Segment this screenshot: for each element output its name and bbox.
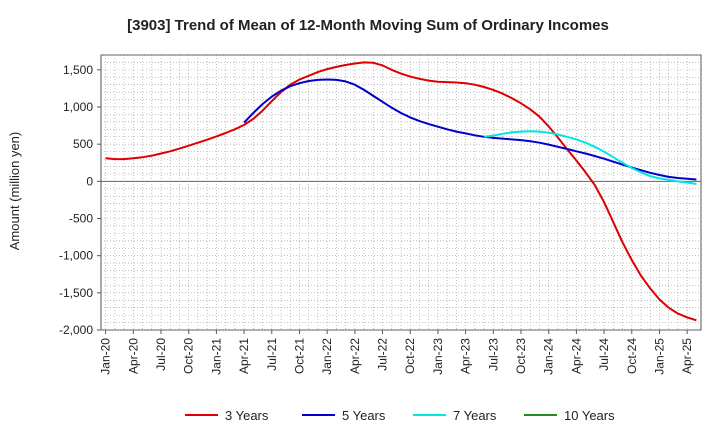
y-tick-label: -500 [69,212,93,226]
y-axis-label: Amount (million yen) [7,132,22,251]
x-tick-labels: Jan-20 Apr-20 Jul-20 Oct-20 Jan-21 Apr-21 Jul-… [99,330,694,375]
x-tick-label: Apr-23 [459,338,473,374]
legend-label: 7 Years [453,408,497,423]
x-tick-label: Jul-21 [265,338,279,371]
series-line-7-years [483,130,697,185]
x-tick-label: Jul-24 [597,338,611,371]
plot-area [100,54,702,331]
x-tick-label: Apr-20 [126,338,140,374]
x-tick-label: Apr-24 [569,338,583,374]
y-tick-label: 1,500 [63,63,93,77]
x-tick-label: Jan-25 [652,338,666,375]
y-tick-label: 500 [73,137,93,151]
x-tick-label: Jan-20 [99,338,113,375]
x-tick-label: Oct-24 [625,338,639,374]
x-tick-label: Apr-22 [348,338,362,374]
legend-label: 10 Years [564,408,615,423]
x-tick-label: Apr-21 [237,338,251,374]
legend-label: 5 Years [342,408,386,423]
x-tick-label: Jan-24 [542,338,556,375]
y-tick-label: -1,000 [59,249,93,263]
x-tick-label: Oct-23 [514,338,528,374]
y-tick-label: -1,500 [59,286,93,300]
x-tick-label: Oct-22 [403,338,417,374]
x-tick-label: Jan-22 [320,338,334,375]
y-tick-labels: 1,500 1,000 500 0 -500 -1,000 -1,500 -2,000 [59,63,101,337]
series-line-5-years [243,78,697,181]
x-tick-label: Apr-25 [680,338,694,374]
x-tick-label: Oct-21 [292,338,306,374]
x-tick-label: Jul-23 [486,338,500,371]
chart-title: [3903] Trend of Mean of 12-Month Moving … [127,17,609,34]
series-line-3-years [105,61,697,322]
series-lines [105,61,697,322]
x-tick-label: Jan-21 [209,338,223,375]
x-tick-label: Jul-20 [154,338,168,371]
x-tick-label: Oct-20 [182,338,196,374]
legend: 3 Years 5 Years 7 Years 10 Years [185,408,615,423]
x-tick-label: Jan-23 [431,338,445,375]
grid-lines [101,54,701,331]
x-tick-label: Jul-22 [376,338,390,371]
y-tick-label: 1,000 [63,100,93,114]
legend-label: 3 Years [225,408,269,423]
y-tick-label: -2,000 [59,323,93,337]
y-tick-label: 0 [86,174,93,188]
